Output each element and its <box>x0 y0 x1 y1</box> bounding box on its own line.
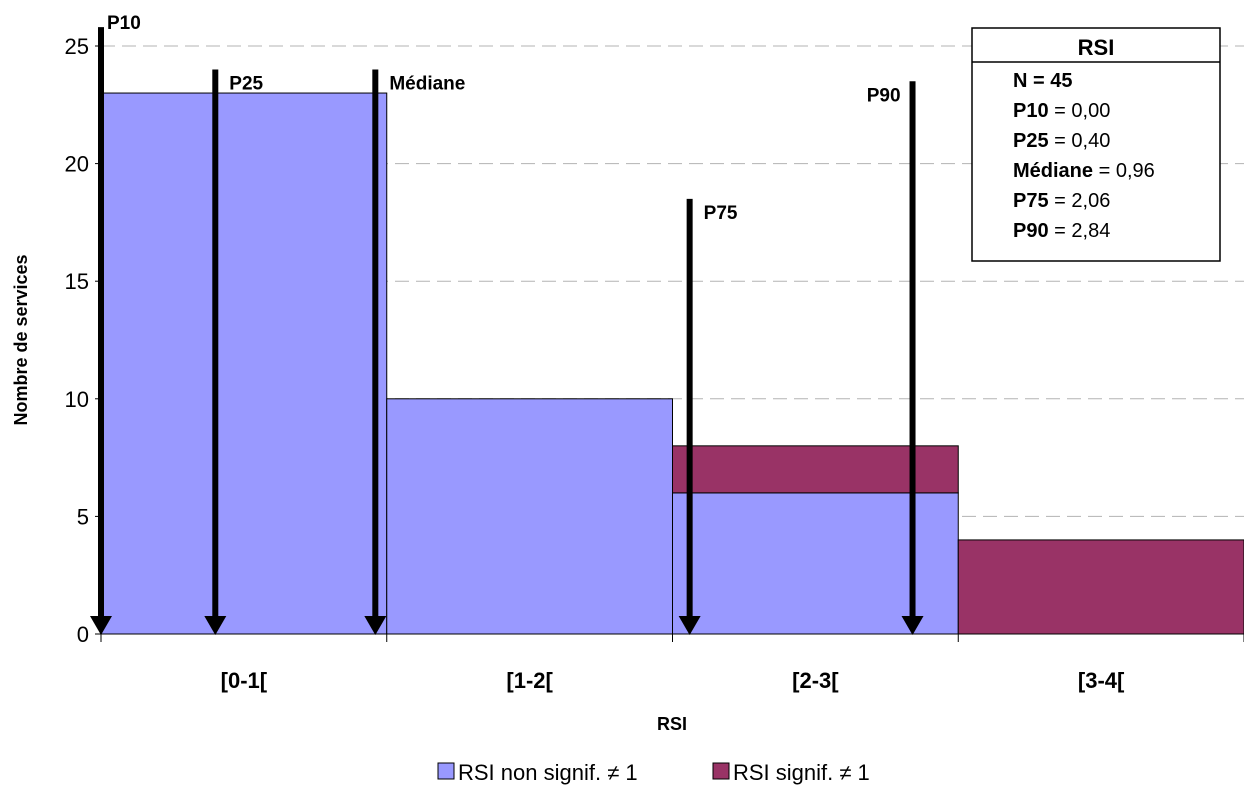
percentile-arrow-head <box>364 616 387 635</box>
y-tick-label: 5 <box>77 504 89 529</box>
stats-box-line: P75 = 2,06 <box>1013 190 1110 212</box>
y-tick-label: 25 <box>65 34 89 59</box>
percentile-label-p75: P75 <box>704 203 738 224</box>
x-tick-label: [1-2[ <box>506 668 553 693</box>
stats-box-line: P25 = 0,40 <box>1013 130 1110 152</box>
percentile-label-p10: P10 <box>107 13 141 34</box>
legend-swatch <box>437 762 455 780</box>
stats-box: RSI N = 45 P10 = 0,00 P25 = 0,40 Médiane = … <box>971 27 1221 262</box>
stats-box-frame <box>971 27 1221 262</box>
stats-box-line: P10 = 0,00 <box>1013 100 1110 122</box>
percentile-label-p90: P90 <box>867 85 901 106</box>
legend-label: RSI signif. ≠ 1 <box>733 760 870 785</box>
x-tick-label: [3-4[ <box>1078 668 1125 693</box>
y-tick-label: 15 <box>65 269 89 294</box>
stats-box-line: P90 = 2,84 <box>1013 220 1110 242</box>
y-tick-label: 10 <box>65 387 89 412</box>
legend-label: RSI non signif. ≠ 1 <box>458 760 638 785</box>
y-tick-label: 0 <box>77 622 89 647</box>
percentile-arrow-head <box>90 616 112 635</box>
legend: RSI non signif. ≠ 1 RSI signif. ≠ 1 <box>437 760 870 785</box>
y-axis-label: Nombre de services <box>11 254 31 425</box>
stats-box-line: N = 45 <box>1013 70 1072 92</box>
x-tick-label: [2-3[ <box>792 668 839 693</box>
bar-non-signif <box>100 92 388 635</box>
bar-non-signif <box>386 398 673 635</box>
y-tick-label: 20 <box>65 152 89 177</box>
percentile-label-p25: P25 <box>229 74 263 95</box>
stats-box-title: RSI <box>1078 35 1115 60</box>
x-tick-label: [0-1[ <box>221 668 268 693</box>
x-axis-label: RSI <box>657 714 687 734</box>
percentile-markers: P10 P25 Médiane P75 P90 <box>90 13 924 635</box>
bar-signif <box>957 539 1244 635</box>
percentile-arrow-head <box>204 616 227 635</box>
percentile-arrow-head <box>678 616 701 635</box>
percentile-label-mdiane: Médiane <box>389 74 465 95</box>
axes: 0 5 10 15 20 25 [0-1[ [1-2[ [2-3[ [3-4[ <box>65 34 1244 693</box>
stats-box-line: Médiane = 0,96 <box>1013 160 1155 182</box>
percentile-arrow-head <box>901 616 924 635</box>
legend-swatch <box>712 762 730 780</box>
